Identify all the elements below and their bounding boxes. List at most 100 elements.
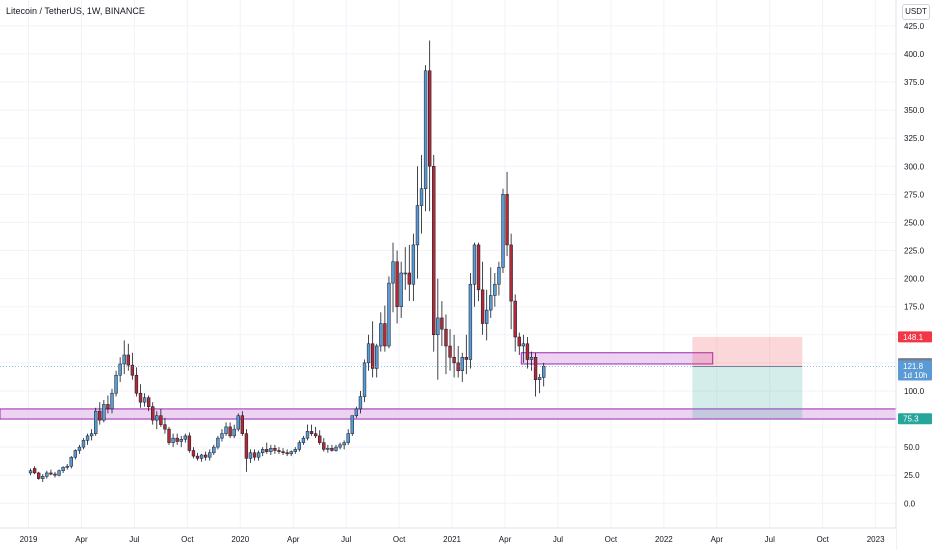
candle-body [301, 437, 306, 443]
candle-body [411, 244, 416, 285]
candle-body [45, 472, 49, 477]
candle-body [61, 467, 65, 471]
candle-body [542, 365, 546, 378]
x-tick-label: Apr [75, 535, 88, 544]
candle-body [98, 410, 102, 421]
candle-body [187, 435, 192, 451]
candle-body [529, 356, 534, 360]
candle-body [138, 392, 143, 403]
candle-body [338, 444, 342, 448]
candle-body [240, 415, 245, 434]
candle-body [289, 451, 293, 455]
candle-body [505, 194, 509, 246]
candle-body [383, 323, 387, 347]
candle-body [146, 397, 151, 407]
y-tick-label: 375.0 [904, 78, 925, 87]
candle-body [370, 343, 375, 369]
y-tick-label: 0.0 [904, 499, 916, 508]
candle-body [399, 272, 403, 307]
candle-body [309, 431, 314, 434]
candle-body [472, 244, 477, 285]
candle-body [208, 452, 212, 458]
candle-body [256, 452, 261, 458]
candle-body [134, 374, 139, 394]
price-label-bg [898, 413, 932, 425]
candle-body [183, 435, 187, 440]
y-tick-label: 225.0 [904, 247, 925, 256]
candle-body [456, 362, 460, 371]
candle-body [179, 439, 183, 442]
candle-body [362, 362, 367, 397]
candle-body [436, 317, 440, 336]
position-tool[interactable] [692, 336, 803, 419]
candle-body [220, 433, 224, 439]
x-tick-label: Jul [341, 535, 351, 544]
candle-body [151, 406, 155, 421]
candle-body [261, 449, 265, 453]
candle-body [216, 437, 220, 448]
y-tick-label: 425.0 [904, 22, 925, 31]
candle-body [403, 272, 407, 275]
candle-body [155, 415, 159, 421]
candle-body [285, 452, 289, 455]
candle-body [122, 354, 126, 365]
candle-body [236, 415, 240, 430]
candle-body [342, 442, 346, 446]
candle-body [232, 428, 236, 437]
candle-body [191, 450, 196, 457]
price-axis-bg[interactable] [896, 0, 932, 550]
candle-body [460, 356, 464, 371]
price-label-bg [898, 360, 932, 381]
currency-button[interactable]: USDT [902, 4, 930, 20]
candle-body [65, 465, 69, 468]
candle-body [493, 283, 497, 296]
time-axis: 2019 Apr Jul Oct 2020 Apr Jul Oct 2021 Apr Jul Oct 2… [20, 535, 885, 544]
x-tick-label: Oct [393, 535, 406, 544]
candle-body [501, 194, 505, 268]
y-tick-label: 350.0 [904, 106, 925, 115]
candle-body [427, 70, 432, 167]
y-tick-label: 25.0 [904, 471, 920, 480]
candle-body [199, 454, 204, 459]
y-tick-label: 200.0 [904, 275, 925, 284]
candle-body [277, 450, 281, 452]
candle-body [252, 452, 257, 458]
candle-body [244, 433, 249, 459]
candle-body [322, 442, 326, 450]
price-label-bg [898, 331, 932, 343]
candle-body [69, 456, 73, 467]
y-tick-label: 400.0 [904, 50, 925, 59]
candle-body [375, 345, 379, 369]
candle-body [248, 452, 253, 459]
candle-body [49, 472, 53, 475]
x-tick-label: Oct [181, 535, 194, 544]
candle-body [537, 377, 542, 380]
candle-body [305, 431, 310, 439]
candle-body [387, 282, 391, 347]
candle-body [489, 295, 493, 311]
candle-body [440, 317, 444, 330]
y-tick-label: 300.0 [904, 162, 925, 171]
candle-body [37, 472, 41, 479]
candle-body [32, 468, 37, 474]
candle-body [509, 244, 513, 302]
candle-body [171, 437, 175, 443]
candle-body [521, 343, 526, 347]
candle-body [212, 446, 216, 453]
price-label-text: 121.8 [903, 362, 924, 371]
candle-body [297, 442, 302, 450]
time-axis-bg[interactable] [0, 528, 896, 550]
x-tick-label: Jul [129, 535, 139, 544]
candle-body [366, 343, 371, 364]
candle-body [265, 449, 269, 452]
candle-body [293, 449, 297, 452]
x-tick-label: 2019 [20, 535, 38, 544]
candle-body [485, 309, 489, 324]
x-tick-label: Jul [553, 535, 563, 544]
candle-body [326, 447, 330, 450]
candle-body [273, 447, 277, 451]
candle-body [517, 336, 521, 347]
candle-body [379, 323, 383, 347]
candle-body [159, 415, 163, 425]
